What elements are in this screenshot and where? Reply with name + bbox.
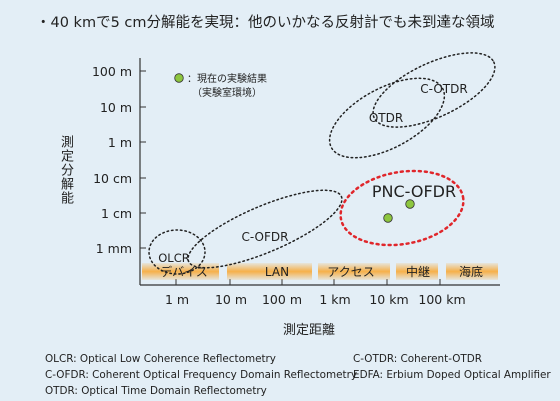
band-lan <box>227 263 312 280</box>
result-point <box>405 199 415 209</box>
legend-text: ：現在の実験結果 <box>187 72 267 85</box>
band-access <box>318 263 390 280</box>
band-label: 中継 <box>406 264 430 279</box>
x-tick-label: 10 km <box>369 292 408 307</box>
note-line: C-OFDR: Coherent Optical Frequency Domai… <box>45 369 357 381</box>
result-point <box>383 213 393 223</box>
note-line: OTDR: Optical Time Domain Reflectometry <box>45 385 267 397</box>
x-tick-label: 1 m <box>165 292 189 307</box>
x-tick-label: 100 m <box>262 292 302 307</box>
x-tick-label: 10 m <box>215 292 247 307</box>
band-label: 海底 <box>459 264 483 279</box>
y-axis-title: 測定分解能 <box>58 135 73 205</box>
y-tick-label: 10 m <box>100 100 132 115</box>
region-label-c-ofdr: C-OFDR <box>242 230 289 244</box>
region-otdr <box>328 77 446 159</box>
region-pnc-ofdr <box>339 169 465 247</box>
region-c-ofdr <box>187 189 343 269</box>
region-olcr <box>148 229 206 275</box>
band-trunk <box>396 263 438 280</box>
y-tick-label: 1 m <box>108 135 132 150</box>
y-tick-label: 100 m <box>92 64 132 79</box>
x-axis-title: 測定距離 <box>283 323 336 338</box>
region-label-olcr: OLCR <box>158 251 189 265</box>
region-label-otdr: OTDR <box>369 111 403 125</box>
region-label-pnc-ofdr: PNC-OFDR <box>372 182 456 201</box>
band-label: LAN <box>265 265 289 279</box>
abbreviation-notes-left: OLCR: Optical Low Coherence Reflectometr… <box>45 351 357 399</box>
headline: ・40 kmで5 cm分解能を実現：他のいかなる反射計でも未到達な領域 <box>36 15 495 31</box>
note-line: EDFA: Erbium Doped Optical Amplifier <box>353 369 551 381</box>
note-line: C-OTDR: Coherent-OTDR <box>353 353 482 365</box>
legend-marker <box>174 73 184 83</box>
legend-subtext: （実験室環境） <box>192 86 262 99</box>
region-c-otdr <box>372 52 496 128</box>
band-submarine <box>446 263 498 280</box>
y-tick-label: 10 cm <box>93 171 132 186</box>
region-label-c-otdr: C-OTDR <box>420 82 467 96</box>
x-tick-label: 100 km <box>418 292 465 307</box>
y-tick-marks <box>140 70 146 249</box>
note-line: OLCR: Optical Low Coherence Reflectometr… <box>45 353 276 365</box>
y-tick-label: 1 mm <box>96 241 132 256</box>
y-tick-label: 1 cm <box>101 206 132 221</box>
x-tick-label: 1 km <box>319 292 350 307</box>
band-label: デバイス <box>160 264 208 279</box>
abbreviation-notes-right: C-OTDR: Coherent-OTDR EDFA: Erbium Doped… <box>353 351 551 383</box>
band-label: アクセス <box>327 265 374 279</box>
